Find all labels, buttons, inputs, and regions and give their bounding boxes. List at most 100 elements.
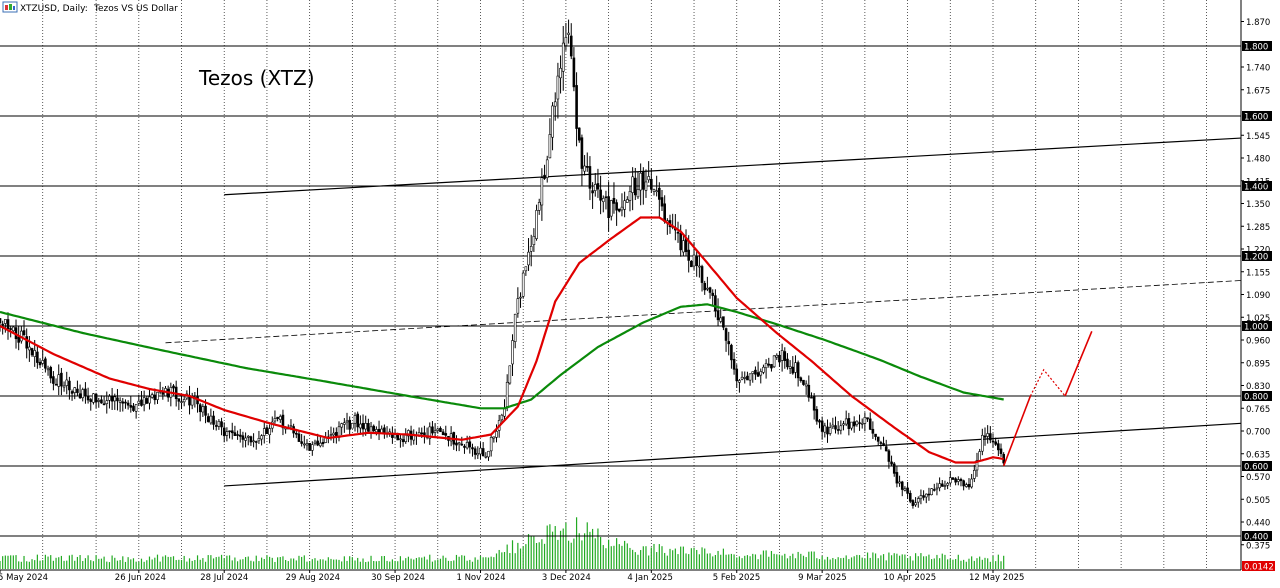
candle-body (473, 448, 477, 455)
candle-body (804, 383, 808, 387)
candle (866, 417, 869, 422)
price-tick-label: 1.155 (1246, 268, 1270, 278)
candle (818, 419, 821, 429)
candle-body (511, 340, 514, 365)
candle (431, 421, 434, 436)
price-tick-label: 1.285 (1246, 223, 1270, 233)
candle-body (182, 399, 186, 403)
candle-body (268, 428, 271, 436)
candle-body (863, 417, 867, 424)
candle-body (313, 441, 317, 444)
candle (700, 264, 704, 292)
candle (36, 345, 39, 369)
candle-body (484, 455, 488, 458)
candle (938, 477, 941, 492)
last-price-label: 0.0142 (1244, 563, 1274, 573)
candle (855, 420, 859, 427)
candle (631, 167, 634, 211)
candle-body (150, 394, 154, 398)
candle-body (463, 445, 466, 448)
candle-body (257, 438, 261, 442)
candle-body (449, 433, 453, 442)
candle-body (359, 423, 362, 429)
time-tick-label: 10 Apr 2025 (884, 573, 937, 583)
candle (228, 430, 231, 439)
candle-body (364, 423, 368, 430)
candle-body (345, 420, 349, 423)
candle-body (986, 433, 989, 437)
volume-histogram (0, 517, 1005, 569)
candle-body (876, 436, 880, 442)
projection-path[interactable] (1002, 330, 1093, 467)
candle-body (973, 470, 976, 479)
candle (540, 168, 544, 221)
candle (102, 396, 106, 406)
candle (948, 471, 952, 486)
candle-body (860, 422, 864, 425)
candle (874, 433, 877, 441)
candle-body (460, 443, 464, 446)
candle-body (727, 341, 731, 345)
candle-body (527, 251, 530, 266)
key-level-box (1242, 181, 1272, 191)
candle (898, 475, 901, 487)
candle-body (225, 431, 229, 436)
candle-body (294, 432, 298, 435)
candle-body (591, 190, 594, 194)
trendlines[interactable] (165, 137, 1242, 487)
candle-body (236, 434, 239, 436)
time-axis[interactable]: 5 May 2024 26 Jun 2024 28 Jul 2024 29 Aug 2… (0, 570, 1024, 583)
candle (580, 134, 584, 186)
price-axis[interactable]: 1.800 1.600 1.400 1.200 1.000 0.800 0.600 0.400… (1241, 18, 1275, 573)
candle-body (866, 417, 869, 420)
candle-body (340, 423, 343, 428)
candle-body (617, 208, 621, 212)
candle-body (12, 326, 15, 332)
candle (313, 439, 317, 446)
candle (714, 289, 717, 318)
candle-body (153, 394, 157, 401)
candle-body (81, 389, 85, 399)
key-level-lines (0, 45, 1241, 537)
candle (639, 163, 642, 206)
candle-body (172, 385, 175, 389)
candle-body (567, 32, 570, 35)
candle-body (132, 405, 135, 411)
candle-body (588, 166, 592, 189)
candle (751, 371, 755, 383)
candle (946, 481, 949, 490)
candle-body (700, 266, 704, 283)
candle (625, 196, 629, 203)
candle-body (839, 425, 843, 431)
time-tick-label: 4 Jan 2025 (627, 573, 673, 583)
candle-body (126, 402, 130, 406)
candle (97, 397, 101, 408)
candle (788, 360, 792, 374)
candle (890, 455, 893, 467)
candle (916, 496, 920, 508)
candle-body (316, 440, 319, 446)
candle (682, 233, 685, 257)
candle (940, 480, 944, 487)
candle (511, 334, 514, 376)
candle (607, 181, 610, 232)
candle (244, 432, 247, 448)
candle-body (706, 287, 709, 290)
candle-body (57, 374, 61, 387)
candle-body (927, 493, 931, 496)
candle-body (807, 384, 811, 398)
candle (545, 155, 549, 183)
candle-body (521, 272, 525, 297)
candle-body (831, 424, 835, 428)
candle-body (22, 330, 26, 336)
candle-body (906, 487, 909, 494)
candle (230, 422, 234, 440)
candle-body (938, 483, 941, 489)
candle (804, 380, 808, 395)
candle (46, 365, 50, 376)
candle (575, 72, 578, 147)
candle-body (375, 429, 378, 433)
candle (770, 363, 773, 372)
